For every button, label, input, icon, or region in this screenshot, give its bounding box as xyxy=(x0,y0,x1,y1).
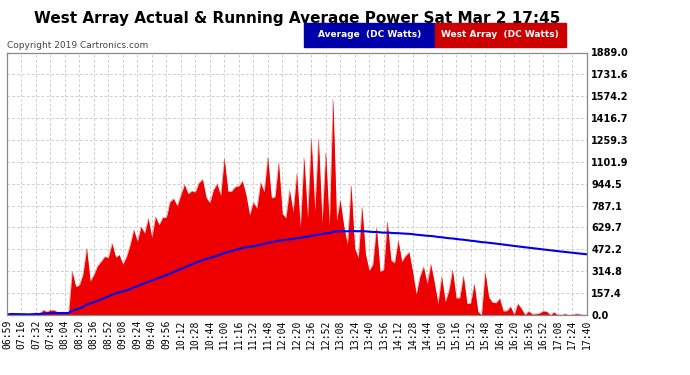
Text: West Array  (DC Watts): West Array (DC Watts) xyxy=(442,30,559,39)
Text: Average  (DC Watts): Average (DC Watts) xyxy=(317,30,421,39)
Text: Copyright 2019 Cartronics.com: Copyright 2019 Cartronics.com xyxy=(7,41,148,50)
Text: West Array Actual & Running Average Power Sat Mar 2 17:45: West Array Actual & Running Average Powe… xyxy=(34,11,560,26)
